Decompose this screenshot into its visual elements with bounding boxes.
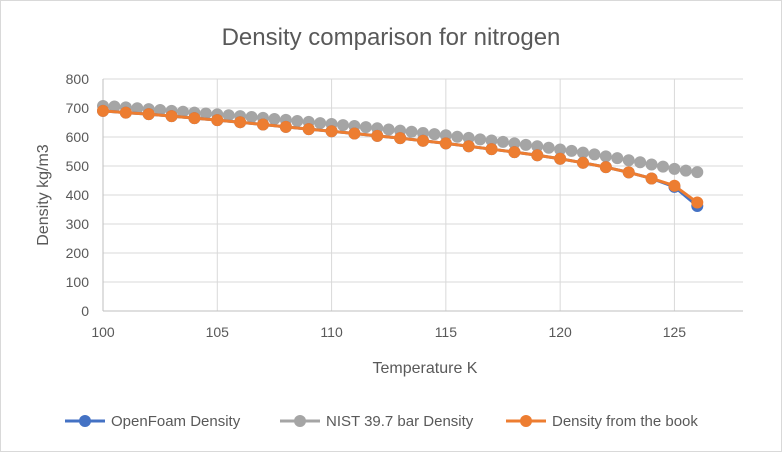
- data-point: [588, 148, 601, 161]
- data-point: [428, 128, 441, 141]
- legend-marker: [294, 415, 306, 427]
- data-point: [211, 114, 224, 127]
- data-point: [668, 179, 681, 192]
- data-point: [611, 152, 624, 165]
- data-point: [119, 106, 132, 119]
- data-point: [542, 141, 555, 154]
- x-tick-label: 125: [663, 324, 687, 340]
- data-point: [142, 108, 155, 121]
- data-point: [634, 156, 647, 169]
- data-point: [371, 129, 384, 142]
- y-tick-label: 800: [66, 71, 90, 87]
- data-point: [691, 196, 704, 209]
- legend: OpenFoam Density NIST 39.7 bar Density Den…: [65, 413, 698, 430]
- data-point: [474, 133, 487, 146]
- data-point: [417, 134, 429, 147]
- data-point: [577, 146, 589, 159]
- legend-item: Density from the book: [506, 413, 698, 430]
- data-point: [188, 112, 201, 125]
- series-group: [97, 99, 704, 213]
- data-point: [325, 125, 338, 138]
- y-tick-label: 400: [66, 187, 90, 203]
- data-point: [599, 150, 612, 163]
- y-tick-label: 500: [66, 158, 90, 174]
- data-point: [531, 149, 544, 162]
- data-point: [394, 132, 407, 145]
- data-point: [577, 156, 589, 169]
- legend-label: NIST 39.7 bar Density: [326, 413, 474, 430]
- data-point: [485, 143, 498, 156]
- data-point: [554, 152, 567, 165]
- data-point: [508, 146, 521, 159]
- data-point: [599, 161, 612, 174]
- legend-item: NIST 39.7 bar Density: [280, 413, 474, 430]
- x-tick-label: 115: [435, 324, 458, 340]
- data-point: [451, 130, 464, 143]
- data-point: [165, 110, 178, 123]
- legend-marker: [520, 415, 532, 427]
- data-point: [234, 116, 247, 129]
- y-tick-label: 700: [66, 100, 90, 116]
- data-point: [462, 140, 475, 153]
- data-point: [668, 162, 681, 175]
- x-tick-label: 110: [320, 324, 343, 340]
- data-point: [257, 118, 269, 131]
- x-tick-label: 105: [206, 324, 230, 340]
- data-point: [645, 172, 658, 185]
- data-point: [439, 137, 452, 150]
- x-axis-title: Temperature K: [373, 360, 478, 377]
- y-tick-label: 0: [81, 303, 89, 319]
- data-point: [245, 110, 258, 123]
- data-point: [279, 120, 292, 133]
- y-tick-label: 600: [66, 129, 90, 145]
- data-point: [291, 115, 304, 128]
- data-point: [348, 127, 361, 140]
- data-point: [268, 113, 281, 126]
- x-tick-label: 120: [548, 324, 572, 340]
- data-point: [382, 123, 395, 136]
- data-point: [222, 109, 235, 122]
- x-tick-label: 100: [91, 324, 115, 340]
- legend-item: OpenFoam Density: [65, 413, 241, 430]
- y-tick-label: 200: [66, 245, 90, 261]
- data-point: [679, 164, 692, 177]
- data-point: [622, 154, 635, 167]
- data-point: [657, 160, 669, 173]
- data-point: [337, 119, 349, 132]
- data-point: [497, 135, 509, 148]
- data-point: [565, 144, 578, 157]
- legend-label: Density from the book: [552, 413, 698, 430]
- chart-title: Density comparison for nitrogen: [222, 24, 561, 51]
- data-point: [645, 158, 658, 171]
- data-point: [302, 123, 315, 136]
- y-tick-label: 100: [66, 274, 90, 290]
- data-point: [691, 166, 704, 179]
- data-point: [359, 121, 372, 134]
- legend-marker: [79, 415, 91, 427]
- y-tick-label: 300: [66, 216, 90, 232]
- data-point: [519, 138, 532, 151]
- data-point: [97, 104, 109, 117]
- data-point: [314, 117, 327, 130]
- y-axis-title: Density kg/m3: [35, 144, 52, 245]
- data-point: [622, 166, 635, 179]
- legend-label: OpenFoam Density: [111, 413, 241, 430]
- data-point: [405, 125, 418, 138]
- series-density-from-the-book: [97, 104, 704, 209]
